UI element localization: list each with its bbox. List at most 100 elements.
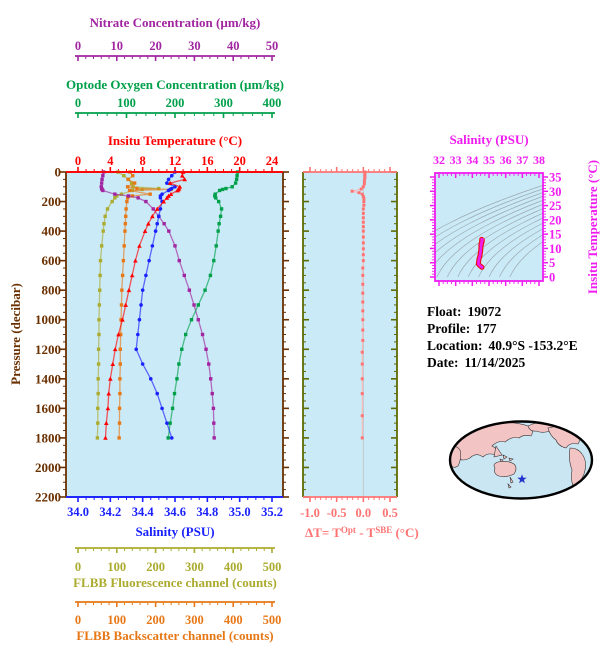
ts-salinity-tick-label: 37 [516,153,528,167]
pressure-tick-label: 600 [42,253,62,268]
delta-t-point [361,211,365,215]
world-map [448,420,594,500]
isopycnal-line [435,188,543,238]
fluorescence-tick-label: 300 [185,560,204,574]
map-landmass [499,454,514,463]
oxygen-tick-label: 400 [263,96,282,110]
salinity-tick-label: 34.4 [132,505,155,519]
date-label: Date: [427,355,459,370]
location-label: Location: [427,338,483,353]
pressure-tick-label: 1400 [35,371,61,386]
delta-t-point [363,170,367,174]
delta-t-series [350,170,367,440]
delta-t-point [361,207,365,211]
main-plot-background [66,172,283,497]
delta-t-point [362,182,366,186]
delta-t-point [361,216,365,220]
backscatter-tick-label: 200 [146,613,165,627]
float-location-star [517,474,527,484]
oxygen-tick-label: 300 [214,96,233,110]
temperature-tick-label: 16 [201,154,214,168]
nitrate-axis: 0 10 20 30 40 50 Nitrate Concentration (µm/kg) [75,15,278,61]
delta-t-point [361,194,365,198]
isopycnal-contours [435,184,543,278]
delta-t-point [361,291,365,295]
date-value: 11/14/2025 [464,355,526,370]
isopycnal-line [499,234,543,278]
oxygen-axis: 0 100 200 300 400 Optode Oxygen Concentration… [66,77,284,118]
delta-t-point [360,350,364,354]
salinity-tick-label: 35.2 [261,505,283,519]
pressure-axis-title: Pressure (decibar) [8,283,23,385]
pressure-tick-label: 1000 [35,312,61,327]
delta-t-point [361,309,365,313]
nitrate-tick-label: 50 [266,39,279,53]
pressure-tick-label: 0 [55,165,62,180]
ts-profile-curve [475,236,485,270]
pressure-tick-label: 2000 [35,460,61,475]
pressure-tick-label: 400 [42,224,62,239]
delta-t-point [363,176,367,180]
profile-label: Profile: [427,321,471,336]
delta-t-point [363,173,367,177]
nitrate-tick-label: 30 [188,39,201,53]
delta-t-panel: -1.0 -0.5 0.0 0.5 ΔT= TOpt - TSBE (°C) [300,167,419,540]
nitrate-tick-label: 40 [227,39,240,53]
isopycnal-line [436,203,543,278]
backscatter-tick-label: 500 [263,613,282,627]
ts-temp-axis-title: Insitu Temperature (°C) [585,160,600,294]
delta-t-point [361,253,365,257]
delta-t-point [357,191,361,195]
delta-t-point [360,362,364,366]
nitrate-tick-label: 10 [111,39,124,53]
pressure-tick-label: 1200 [35,342,61,357]
ts-temp-tick-label: 15 [549,228,562,242]
delta-t-tick-label: 0.0 [356,506,372,520]
ts-point [479,245,483,249]
delta-t-point [361,266,365,270]
location-value: 40.9°S -153.2°E [488,338,578,353]
profile-value: 177 [476,321,497,336]
delta-t-point [361,338,365,342]
float-id-line: Float: 19072 [427,303,584,320]
map-landmass [493,461,517,477]
delta-t-point [360,392,364,396]
isopycnal-line [435,199,543,265]
delta-t-point [361,328,365,332]
map-landmass [577,423,588,432]
fluorescence-axis-title: FLBB Fluorescence channel (counts) [73,575,277,590]
ts-salinity-tick-label: 36 [500,153,512,167]
salinity-axis-title: Salinity (PSU) [135,524,214,539]
location-line: Location: 40.9°S -153.2°E [427,337,584,354]
delta-t-point [362,200,366,204]
delta-t-point [359,187,363,191]
delta-t-point [360,414,364,418]
pressure-tick-label: 1600 [35,401,61,416]
isopycnal-line [435,192,543,245]
isopycnal-line [435,195,543,254]
temperature-axis: 0 4 8 12 16 20 24 Insitu Temperature (°C) [66,133,283,173]
temperature-tick-label: 12 [169,154,182,168]
oxygen-axis-title: Optode Oxygen Concentration (µm/kg) [66,77,284,92]
delta-t-axis-title: ΔT= TOpt - TSBE (°C) [305,525,419,540]
delta-t-point [361,318,365,322]
pressure-tick-label: 800 [42,283,62,298]
temperature-tick-label: 8 [140,154,146,168]
ts-title: Salinity (PSU) [449,132,528,147]
delta-t-point [361,273,365,277]
delta-t-line [351,172,366,438]
ts-temp-tick-label: 0 [549,271,555,285]
nitrate-tick-label: 20 [149,39,162,53]
ts-salinity-tick-label: 38 [533,153,545,167]
backscatter-tick-label: 300 [185,613,204,627]
oxygen-tick-label: 0 [75,96,81,110]
pressure-tick-label: 1800 [35,430,61,445]
delta-t-point [362,203,366,207]
fluorescence-tick-label: 500 [263,560,282,574]
delta-t-point [361,225,365,229]
delta-t-point [361,185,365,189]
delta-t-point [362,179,366,183]
backscatter-tick-label: 0 [75,613,81,627]
